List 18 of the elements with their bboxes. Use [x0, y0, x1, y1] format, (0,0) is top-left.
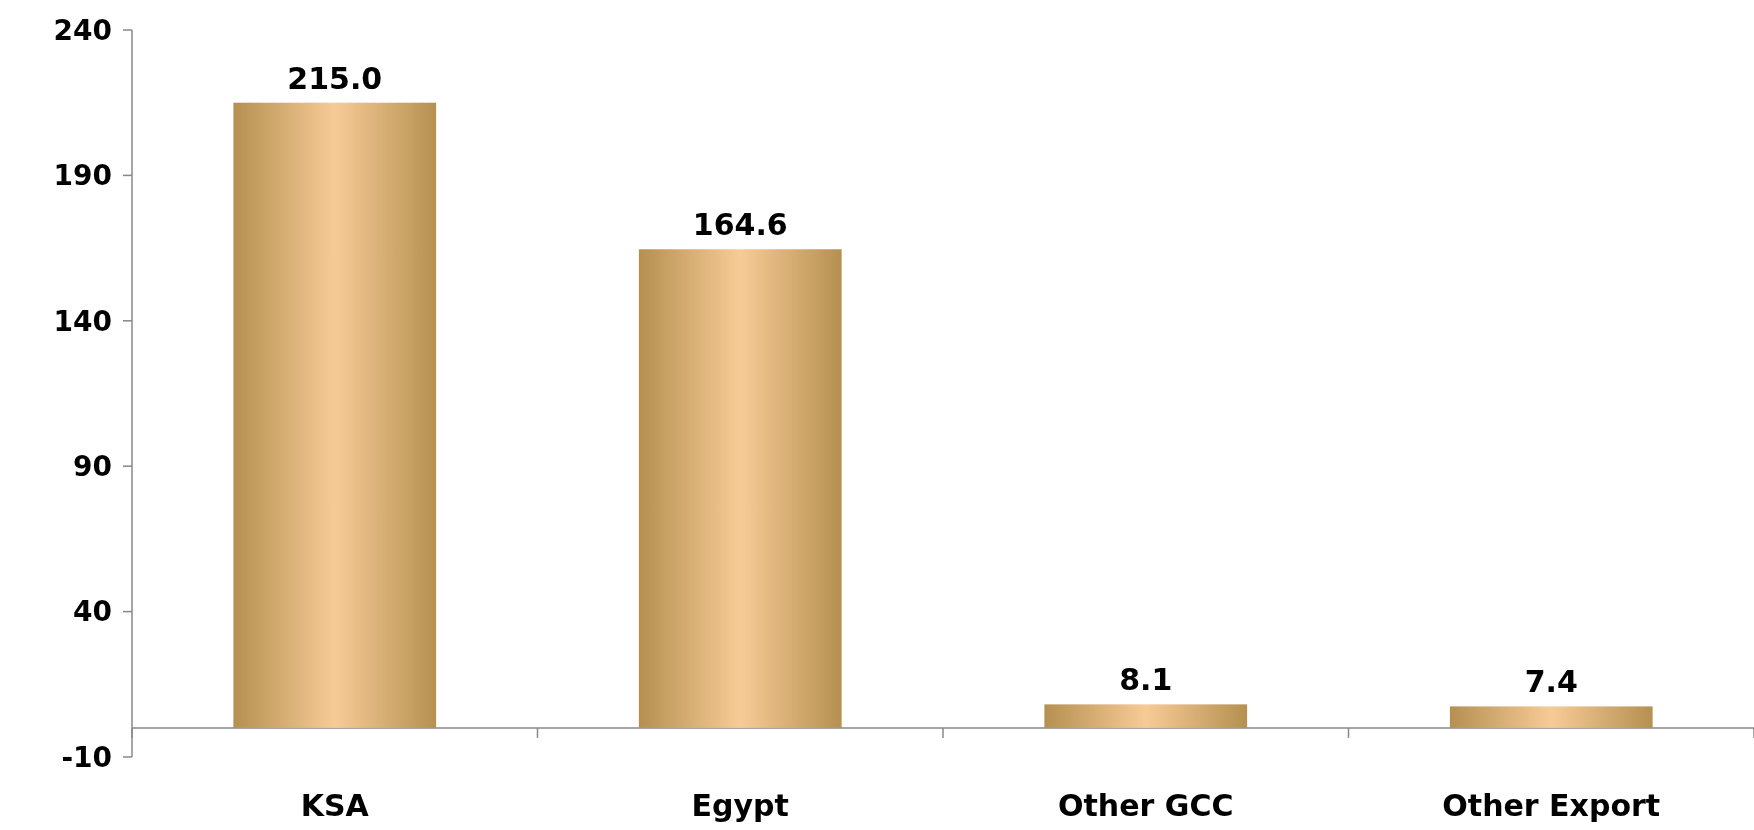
x-tick-label: Other Export: [1442, 788, 1661, 823]
x-tick-label: Other GCC: [1058, 788, 1234, 823]
bar: [233, 102, 437, 728]
y-tick-label: 40: [73, 595, 112, 629]
data-label: 7.4: [1524, 664, 1578, 700]
bar: [1044, 704, 1248, 728]
data-label: 215.0: [287, 60, 383, 96]
bar: [638, 249, 842, 728]
y-tick-label: 90: [73, 450, 112, 483]
data-label: 164.6: [692, 207, 788, 243]
x-tick-label: KSA: [300, 788, 370, 823]
bar: [1449, 706, 1653, 728]
data-label: 8.1: [1119, 662, 1173, 698]
y-tick-label: 240: [53, 13, 112, 47]
y-tick-label: 190: [53, 159, 112, 193]
y-tick-label: -10: [61, 740, 112, 774]
y-tick-label: 140: [53, 304, 112, 338]
x-tick-label: Egypt: [691, 788, 789, 823]
